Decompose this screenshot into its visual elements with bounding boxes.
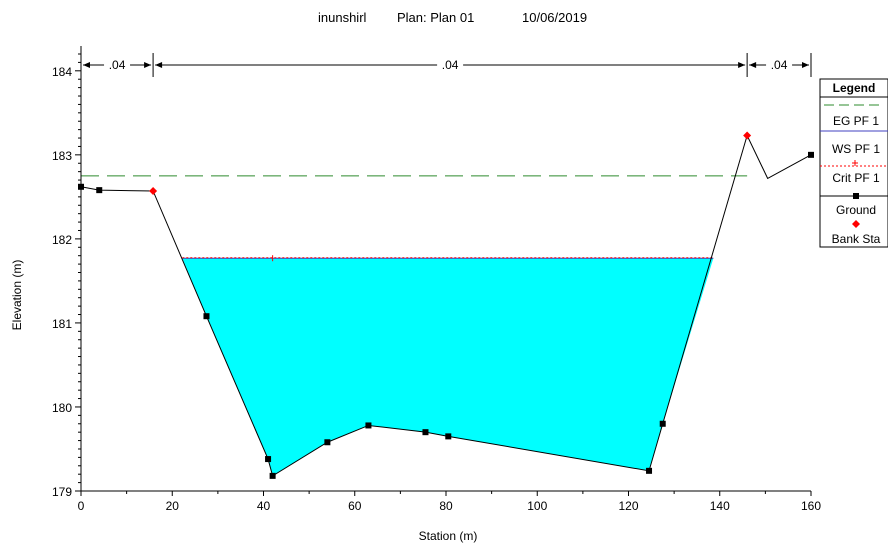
manning-n-layer: .04 .04 .04 <box>83 53 812 77</box>
x-tick-label: 40 <box>257 499 271 513</box>
manning-label-bg <box>104 57 131 72</box>
water-fill-layer <box>182 258 714 476</box>
ws-line-layer <box>182 255 714 262</box>
ground-point <box>659 420 666 427</box>
legend-bank-marker <box>852 220 860 228</box>
manning-arrow-right <box>802 62 809 68</box>
manning-arrow-right <box>738 62 746 68</box>
manning-arrow-left <box>749 62 757 68</box>
title-plan: Plan: Plan 01 <box>397 10 474 25</box>
x-axis-label: Station (m) <box>419 529 478 543</box>
y-tick-label: 182 <box>52 233 72 247</box>
ground-point <box>324 439 331 446</box>
manning-arrow-right <box>144 62 152 68</box>
bank-station-marker <box>743 131 752 140</box>
y-axis-label: Elevation (m) <box>10 260 24 331</box>
ground-point <box>365 422 372 429</box>
manning-arrow-left <box>83 62 90 68</box>
manning-n-label: .04 <box>109 58 126 72</box>
legend-title: Legend <box>833 81 876 95</box>
title-name: inunshirl <box>318 10 367 25</box>
ground-point <box>203 313 210 320</box>
bank-station-marker <box>149 186 158 195</box>
legend-eg-label: EG PF 1 <box>833 114 879 128</box>
axis-layer: 0 20 40 60 80 100 120 140 160 179 180 181 182 183 184 <box>52 46 821 513</box>
manning-label-bg <box>766 57 793 72</box>
legend-crit-label: Crit PF 1 <box>832 171 880 185</box>
manning-n-label: .04 <box>771 58 788 72</box>
manning-label-bg <box>437 57 464 72</box>
ground-point <box>646 467 653 474</box>
legend-ws-label: WS PF 1 <box>832 142 880 156</box>
ground-point <box>808 151 814 158</box>
y-tick-label: 179 <box>52 485 72 499</box>
x-tick-label: 120 <box>618 499 638 513</box>
legend-bank-label: Bank Sta <box>832 232 881 246</box>
ground-point <box>445 433 452 440</box>
x-tick-label: 20 <box>166 499 180 513</box>
ground-point <box>96 187 103 194</box>
y-tick-label: 184 <box>52 65 72 79</box>
legend-ground-marker <box>853 193 859 199</box>
x-tick-label: 0 <box>78 499 85 513</box>
legend-ground-label: Ground <box>836 203 876 217</box>
ground-point <box>422 429 429 436</box>
manning-arrow-left <box>155 62 163 68</box>
x-tick-label: 100 <box>527 499 547 513</box>
x-tick-label: 160 <box>801 499 821 513</box>
y-tick-label: 180 <box>52 401 72 415</box>
ground-point <box>265 456 272 463</box>
x-tick-label: 140 <box>710 499 730 513</box>
y-tick-label: 181 <box>52 317 72 331</box>
y-tick-label: 183 <box>52 149 72 163</box>
legend: Legend EG PF 1 WS PF 1 Crit PF 1 Ground … <box>819 78 888 248</box>
x-tick-label: 80 <box>439 499 453 513</box>
manning-n-label: .04 <box>442 58 459 72</box>
ground-point <box>269 472 276 479</box>
x-tick-label: 60 <box>348 499 362 513</box>
water-fill <box>182 258 714 476</box>
title-date: 10/06/2019 <box>522 10 587 25</box>
